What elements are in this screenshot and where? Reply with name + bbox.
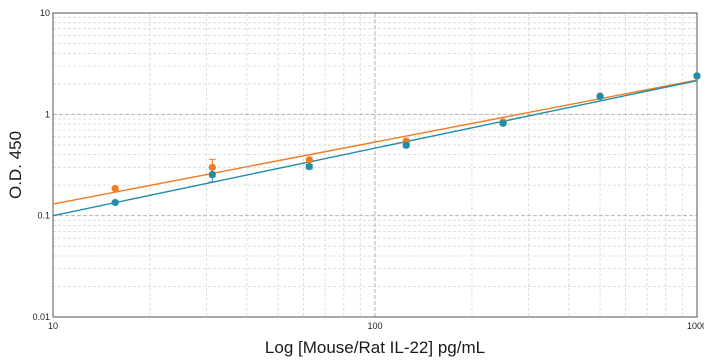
data-point xyxy=(111,184,119,193)
major-gridlines xyxy=(53,13,697,317)
fit-line xyxy=(52,79,698,205)
fit-line xyxy=(52,79,698,217)
y-tick-label: 0.01 xyxy=(32,312,50,322)
y-tick-label: 0.1 xyxy=(37,211,50,221)
data-point xyxy=(305,162,313,171)
data-point xyxy=(111,198,119,207)
plot-frame xyxy=(52,12,698,318)
data-point xyxy=(208,163,216,171)
data-point xyxy=(208,170,216,179)
x-tick-label: 100 xyxy=(367,321,382,331)
x-axis-title: Log [Mouse/Rat IL-22] pg/mL xyxy=(265,338,485,357)
y-tick-label: 1 xyxy=(45,109,50,119)
data-point xyxy=(499,119,507,127)
data-point xyxy=(402,141,410,149)
x-tick-label: 10 xyxy=(48,321,58,331)
data-point xyxy=(305,156,313,164)
y-tick-label: 10 xyxy=(40,8,50,18)
y-axis-title: O.D. 450 xyxy=(6,131,25,199)
data-point xyxy=(693,72,701,80)
data-point xyxy=(596,92,604,101)
